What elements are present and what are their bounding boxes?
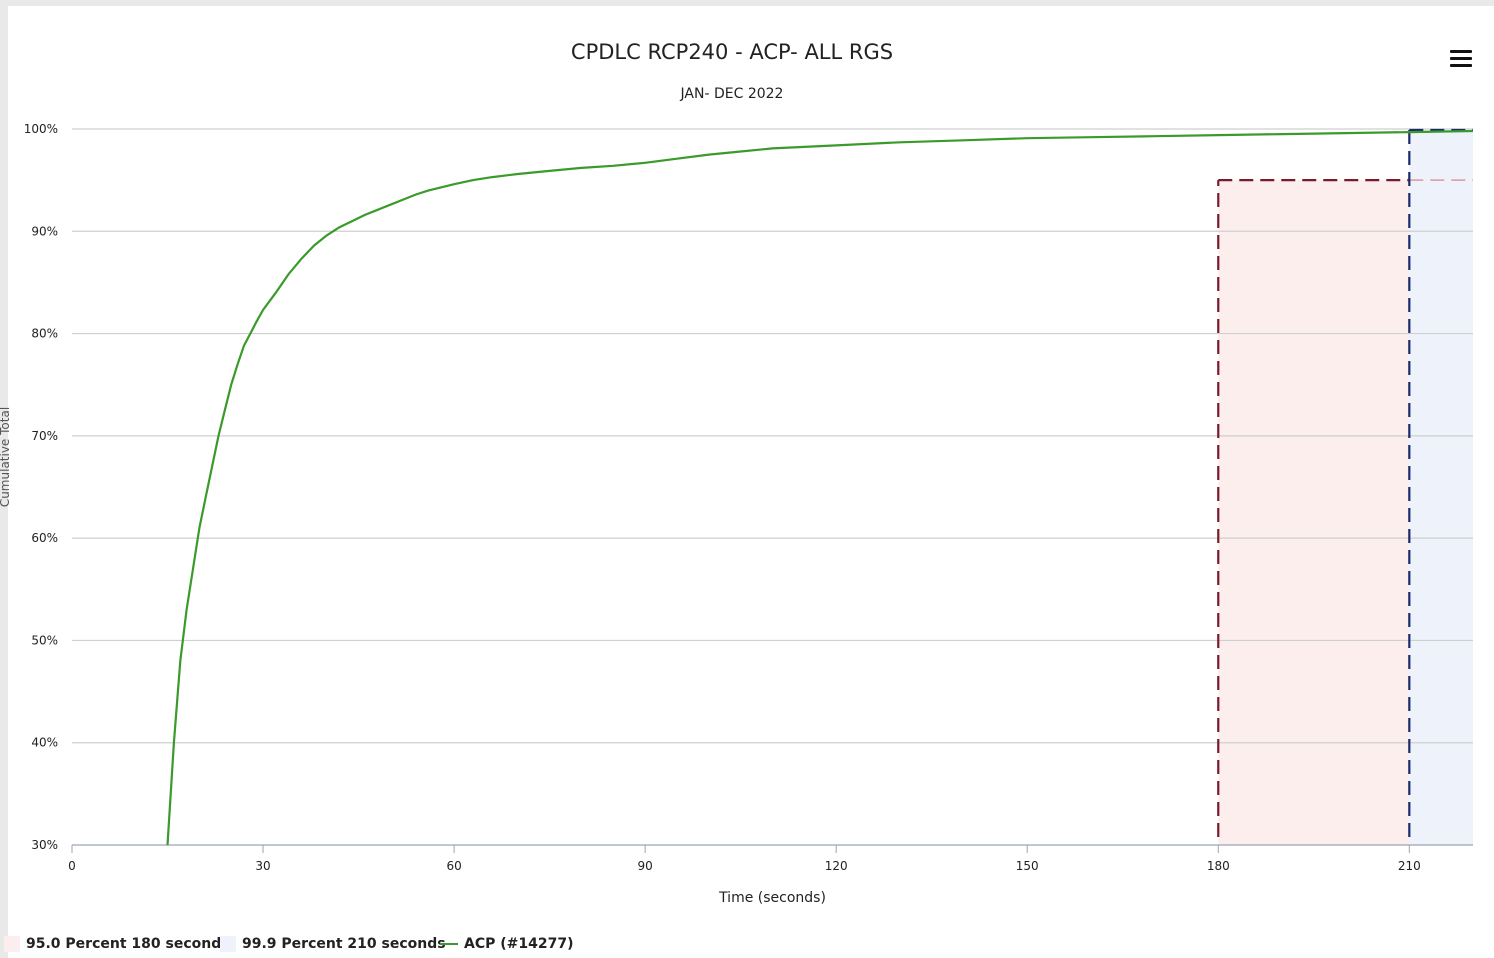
- hamburger-menu-icon[interactable]: [1450, 50, 1472, 70]
- y-tick-label: 50%: [31, 633, 58, 647]
- x-tick-label: 60: [446, 859, 461, 873]
- y-tick-label: 30%: [31, 838, 58, 852]
- x-tick-label: 30: [255, 859, 270, 873]
- grid-layer: [72, 128, 1473, 846]
- bands-layer: [1218, 130, 1473, 846]
- legend-label: ACP (#14277): [464, 936, 574, 952]
- chart-subtitle: JAN- DEC 2022: [680, 86, 784, 102]
- menu-bar: [1450, 57, 1472, 60]
- y-tick-label: 80%: [31, 327, 58, 341]
- legend-swatch: [220, 936, 236, 952]
- ticks-layer: 30% 40% 50% 60% 70% 80% 90% 100% 0 30 60 90 120 150 18…: [24, 122, 1421, 873]
- legend-item-band-999[interactable]: 99.9 Percent 210 seconds: [220, 936, 446, 952]
- y-tick-label: 40%: [31, 736, 58, 750]
- y-tick-label: 70%: [31, 429, 58, 443]
- x-tick-label: 180: [1207, 859, 1230, 873]
- legend-swatch: [440, 943, 458, 945]
- legend-swatch: [4, 936, 20, 952]
- y-axis-label: Cumulative Total: [0, 407, 12, 507]
- y-tick-label: 100%: [24, 122, 58, 136]
- legend-label: 95.0 Percent 180 seconds: [26, 936, 230, 952]
- x-tick-label: 120: [825, 859, 848, 873]
- x-tick-label: 0: [68, 859, 76, 873]
- series-line-acp: [166, 129, 1474, 846]
- y-tick-label: 90%: [31, 224, 58, 238]
- x-tick-label: 150: [1016, 859, 1039, 873]
- x-tick-label: 210: [1398, 859, 1421, 873]
- chart-plot: 30% 40% 50% 60% 70% 80% 90% 100% 0 30 60 90 120 150 18…: [0, 122, 1474, 906]
- x-axis-label: Time (seconds): [718, 890, 826, 906]
- x-tick-label: 90: [637, 859, 652, 873]
- band-lines-layer: [1217, 128, 1473, 837]
- menu-bar: [1450, 64, 1472, 67]
- chart-title: CPDLC RCP240 - ACP- ALL RGS: [570, 40, 894, 64]
- band-area-1: [1409, 130, 1473, 846]
- legend-label: 99.9 Percent 210 seconds: [242, 936, 446, 952]
- legend-item-acp[interactable]: ACP (#14277): [440, 936, 573, 952]
- series-layer: [166, 129, 1474, 846]
- legend: 95.0 Percent 180 seconds 99.9 Percent 21…: [0, 936, 1494, 958]
- legend-item-band-95[interactable]: 95.0 Percent 180 seconds: [4, 936, 230, 952]
- menu-bar: [1450, 50, 1472, 53]
- y-tick-label: 60%: [31, 531, 58, 545]
- band-area-0: [1218, 180, 1410, 846]
